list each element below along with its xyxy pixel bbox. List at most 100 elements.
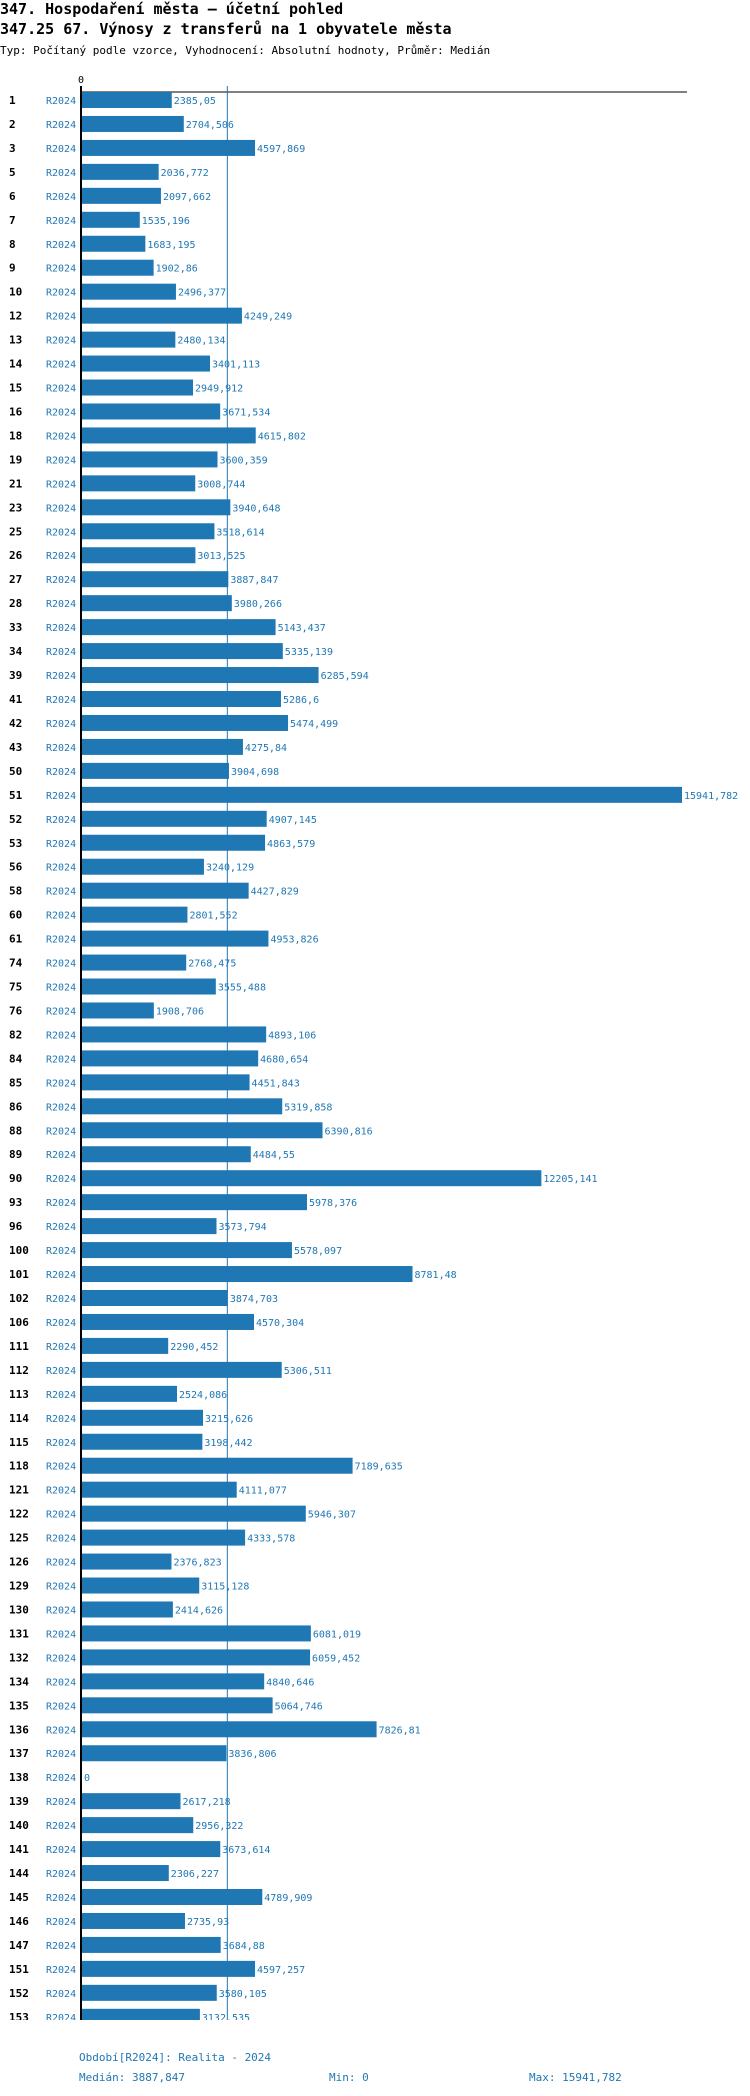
period-label: R2024	[46, 719, 76, 730]
category-label: 25	[9, 525, 22, 538]
page-title: 347. Hospodaření města – účetní pohled	[0, 0, 344, 18]
category-label: 114	[9, 1412, 29, 1425]
bar	[82, 187, 161, 204]
category-label: 100	[9, 1244, 29, 1257]
value-label: 4615,802	[258, 431, 306, 442]
value-label: 2097,662	[163, 192, 211, 203]
period-label: R2024	[46, 1222, 76, 1233]
bar	[82, 1481, 237, 1498]
bar	[82, 1697, 273, 1714]
period-label: R2024	[46, 1174, 76, 1185]
bar	[82, 571, 229, 588]
bar	[82, 691, 281, 707]
period-label: R2024	[46, 1150, 76, 1161]
bar	[82, 738, 243, 755]
bar	[82, 379, 194, 396]
category-label: 135	[9, 1699, 29, 1712]
category-label: 139	[9, 1795, 29, 1808]
bar	[82, 930, 269, 947]
value-label: 4597,869	[257, 144, 305, 155]
value-label: 3215,626	[205, 1414, 253, 1425]
category-label: 51	[9, 789, 23, 802]
bar	[82, 810, 267, 827]
value-label: 3673,614	[222, 1845, 270, 1856]
category-label: 76	[9, 1004, 23, 1017]
category-label: 106	[9, 1316, 29, 1329]
period-label: R2024	[46, 1414, 76, 1425]
period-label: R2024	[46, 1030, 76, 1041]
bar	[82, 499, 231, 516]
bar	[82, 283, 176, 300]
category-label: 89	[9, 1148, 22, 1161]
bar	[82, 1601, 173, 1618]
category-label: 111	[9, 1340, 29, 1353]
period-label: R2024	[46, 2013, 76, 2020]
value-label: 4484,55	[253, 1150, 295, 1161]
value-label: 3684,88	[223, 1941, 265, 1952]
category-label: 12	[9, 310, 22, 323]
category-label: 113	[9, 1388, 29, 1401]
bar	[82, 643, 283, 660]
category-label: 141	[9, 1843, 29, 1856]
value-label: 4789,909	[264, 1893, 312, 1904]
category-label: 19	[9, 453, 22, 466]
period-label: R2024	[46, 431, 76, 442]
bar	[82, 595, 232, 612]
category-label: 82	[9, 1028, 22, 1041]
value-label: 1683,195	[147, 240, 195, 251]
value-label: 6285,594	[321, 671, 369, 682]
category-label: 10	[9, 286, 22, 299]
period-label: R2024	[46, 671, 76, 682]
value-label: 3671,534	[222, 407, 270, 418]
period-label: R2024	[46, 1701, 76, 1712]
value-label: 0	[84, 1773, 90, 1784]
category-label: 8	[9, 238, 16, 251]
period-label: R2024	[46, 384, 76, 395]
period-label: R2024	[46, 1653, 76, 1664]
bar	[82, 331, 176, 348]
bar	[82, 1865, 169, 1882]
bar	[82, 139, 256, 156]
category-label: 102	[9, 1292, 29, 1305]
category-label: 28	[9, 597, 22, 610]
value-label: 3132,535	[202, 2013, 250, 2020]
bar	[82, 2008, 200, 2020]
category-label: 18	[9, 429, 22, 442]
period-label: R2024	[46, 599, 76, 610]
bar	[82, 1553, 172, 1570]
category-label: 7	[9, 214, 16, 227]
period-label: R2024	[46, 647, 76, 658]
category-label: 5	[9, 166, 16, 179]
value-label: 7826,81	[379, 1725, 421, 1736]
bar	[82, 355, 211, 372]
category-label: 74	[9, 957, 23, 970]
bar	[82, 1050, 259, 1067]
period-label: R2024	[46, 1749, 76, 1760]
period-label: R2024	[46, 1989, 76, 2000]
category-label: 84	[9, 1052, 23, 1065]
category-label: 56	[9, 861, 23, 874]
period-label: R2024	[46, 743, 76, 754]
period-label: R2024	[46, 1006, 76, 1017]
period-label: R2024	[46, 935, 76, 946]
period-label: R2024	[46, 479, 76, 490]
value-label: 4427,829	[251, 887, 299, 898]
category-label: 15	[9, 382, 22, 395]
category-label: 9	[9, 262, 16, 275]
period-label: R2024	[46, 1486, 76, 1497]
bar	[82, 714, 289, 731]
period-label: R2024	[46, 1845, 76, 1856]
value-label: 7189,635	[355, 1462, 403, 1473]
bar	[82, 1457, 353, 1474]
value-label: 2735,93	[187, 1917, 229, 1928]
bar	[82, 1098, 283, 1115]
period-label: R2024	[46, 288, 76, 299]
period-label: R2024	[46, 1869, 76, 1880]
period-label: R2024	[46, 1366, 76, 1377]
category-label: 130	[9, 1603, 29, 1616]
footer-median: Medián: 3887,847	[79, 2071, 185, 2084]
category-label: 147	[9, 1939, 29, 1952]
bar	[82, 1505, 306, 1522]
period-label: R2024	[46, 1126, 76, 1137]
value-label: 2414,626	[175, 1605, 223, 1616]
